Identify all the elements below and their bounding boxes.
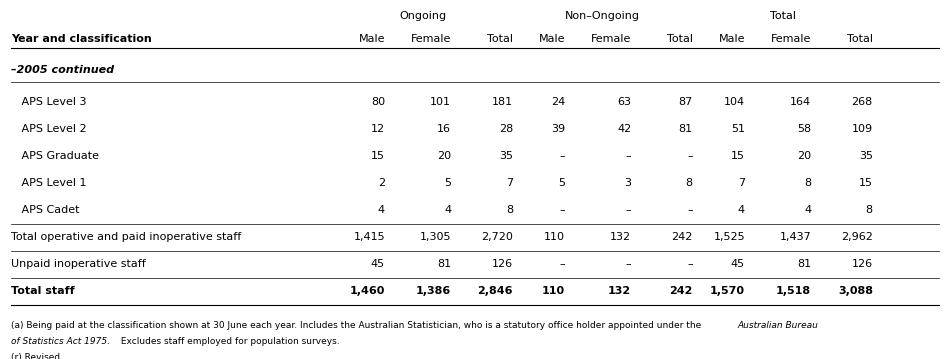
Text: Male: Male — [718, 33, 745, 43]
Text: 1,570: 1,570 — [710, 286, 745, 296]
Text: 1,460: 1,460 — [350, 286, 385, 296]
Text: Female: Female — [770, 33, 811, 43]
Text: 45: 45 — [731, 259, 745, 269]
Text: 2,846: 2,846 — [478, 286, 513, 296]
Text: 1,437: 1,437 — [780, 232, 811, 242]
Text: Unpaid inoperative staff: Unpaid inoperative staff — [10, 259, 145, 269]
Text: 8: 8 — [505, 205, 513, 215]
Text: Australian Bureau: Australian Bureau — [738, 321, 819, 330]
Text: of Statistics Act 1975.: of Statistics Act 1975. — [10, 337, 110, 346]
Text: APS Level 2: APS Level 2 — [10, 124, 86, 134]
Text: 45: 45 — [370, 259, 385, 269]
Text: Female: Female — [411, 33, 451, 43]
Text: –: – — [687, 151, 693, 161]
Text: 39: 39 — [551, 124, 565, 134]
Text: 4: 4 — [445, 205, 451, 215]
Text: 80: 80 — [370, 97, 385, 107]
Text: 101: 101 — [430, 97, 451, 107]
Text: 1,305: 1,305 — [420, 232, 451, 242]
Text: 109: 109 — [852, 124, 873, 134]
Text: 132: 132 — [608, 286, 632, 296]
Text: 35: 35 — [859, 151, 873, 161]
Text: –: – — [687, 259, 693, 269]
Text: 16: 16 — [437, 124, 451, 134]
Text: 2,720: 2,720 — [481, 232, 513, 242]
Text: 110: 110 — [542, 286, 565, 296]
Text: Male: Male — [539, 33, 565, 43]
Text: Total: Total — [487, 33, 513, 43]
Text: Excludes staff employed for population surveys.: Excludes staff employed for population s… — [118, 337, 340, 346]
Text: –: – — [626, 259, 632, 269]
Text: 8: 8 — [865, 205, 873, 215]
Text: 4: 4 — [738, 205, 745, 215]
Text: 126: 126 — [852, 259, 873, 269]
Text: 7: 7 — [505, 178, 513, 188]
Text: 242: 242 — [672, 232, 693, 242]
Text: 87: 87 — [678, 97, 693, 107]
Text: 1,518: 1,518 — [776, 286, 811, 296]
Text: Female: Female — [591, 33, 632, 43]
Text: 28: 28 — [499, 124, 513, 134]
Text: –: – — [626, 151, 632, 161]
Text: 12: 12 — [370, 124, 385, 134]
Text: 2,962: 2,962 — [841, 232, 873, 242]
Text: 24: 24 — [551, 97, 565, 107]
Text: 181: 181 — [492, 97, 513, 107]
Text: Total: Total — [846, 33, 873, 43]
Text: APS Level 1: APS Level 1 — [10, 178, 86, 188]
Text: 1,415: 1,415 — [353, 232, 385, 242]
Text: Total operative and paid inoperative staff: Total operative and paid inoperative sta… — [10, 232, 241, 242]
Text: (a) Being paid at the classification shown at 30 June each year. Includes the Au: (a) Being paid at the classification sho… — [10, 321, 704, 330]
Text: Ongoing: Ongoing — [399, 11, 446, 20]
Text: 20: 20 — [797, 151, 811, 161]
Text: 81: 81 — [437, 259, 451, 269]
Text: –: – — [560, 151, 565, 161]
Text: 5: 5 — [558, 178, 565, 188]
Text: Total: Total — [770, 11, 796, 20]
Text: 8: 8 — [686, 178, 693, 188]
Text: 15: 15 — [731, 151, 745, 161]
Text: 4: 4 — [378, 205, 385, 215]
Text: 242: 242 — [670, 286, 693, 296]
Text: 15: 15 — [371, 151, 385, 161]
Text: 42: 42 — [618, 124, 632, 134]
Text: 104: 104 — [724, 97, 745, 107]
Text: 8: 8 — [804, 178, 811, 188]
Text: 1,386: 1,386 — [416, 286, 451, 296]
Text: –2005 continued: –2005 continued — [10, 65, 114, 75]
Text: 110: 110 — [544, 232, 565, 242]
Text: (r) Revised.: (r) Revised. — [10, 353, 63, 359]
Text: 164: 164 — [790, 97, 811, 107]
Text: 1,525: 1,525 — [713, 232, 745, 242]
Text: Total staff: Total staff — [10, 286, 74, 296]
Text: Non–Ongoing: Non–Ongoing — [565, 11, 640, 20]
Text: 15: 15 — [859, 178, 873, 188]
Text: 7: 7 — [738, 178, 745, 188]
Text: 3,088: 3,088 — [838, 286, 873, 296]
Text: Total: Total — [667, 33, 693, 43]
Text: APS Level 3: APS Level 3 — [10, 97, 86, 107]
Text: Year and classification: Year and classification — [10, 33, 152, 43]
Text: 3: 3 — [624, 178, 632, 188]
Text: –: – — [687, 205, 693, 215]
Text: 4: 4 — [804, 205, 811, 215]
Text: Male: Male — [358, 33, 385, 43]
Text: 126: 126 — [492, 259, 513, 269]
Text: –: – — [560, 205, 565, 215]
Text: 35: 35 — [499, 151, 513, 161]
Text: 132: 132 — [610, 232, 632, 242]
Text: –: – — [626, 205, 632, 215]
Text: 5: 5 — [445, 178, 451, 188]
Text: 2: 2 — [378, 178, 385, 188]
Text: 268: 268 — [851, 97, 873, 107]
Text: APS Cadet: APS Cadet — [10, 205, 80, 215]
Text: –: – — [560, 259, 565, 269]
Text: APS Graduate: APS Graduate — [10, 151, 99, 161]
Text: 63: 63 — [618, 97, 632, 107]
Text: 58: 58 — [797, 124, 811, 134]
Text: 81: 81 — [678, 124, 693, 134]
Text: 51: 51 — [731, 124, 745, 134]
Text: 20: 20 — [437, 151, 451, 161]
Text: 81: 81 — [797, 259, 811, 269]
